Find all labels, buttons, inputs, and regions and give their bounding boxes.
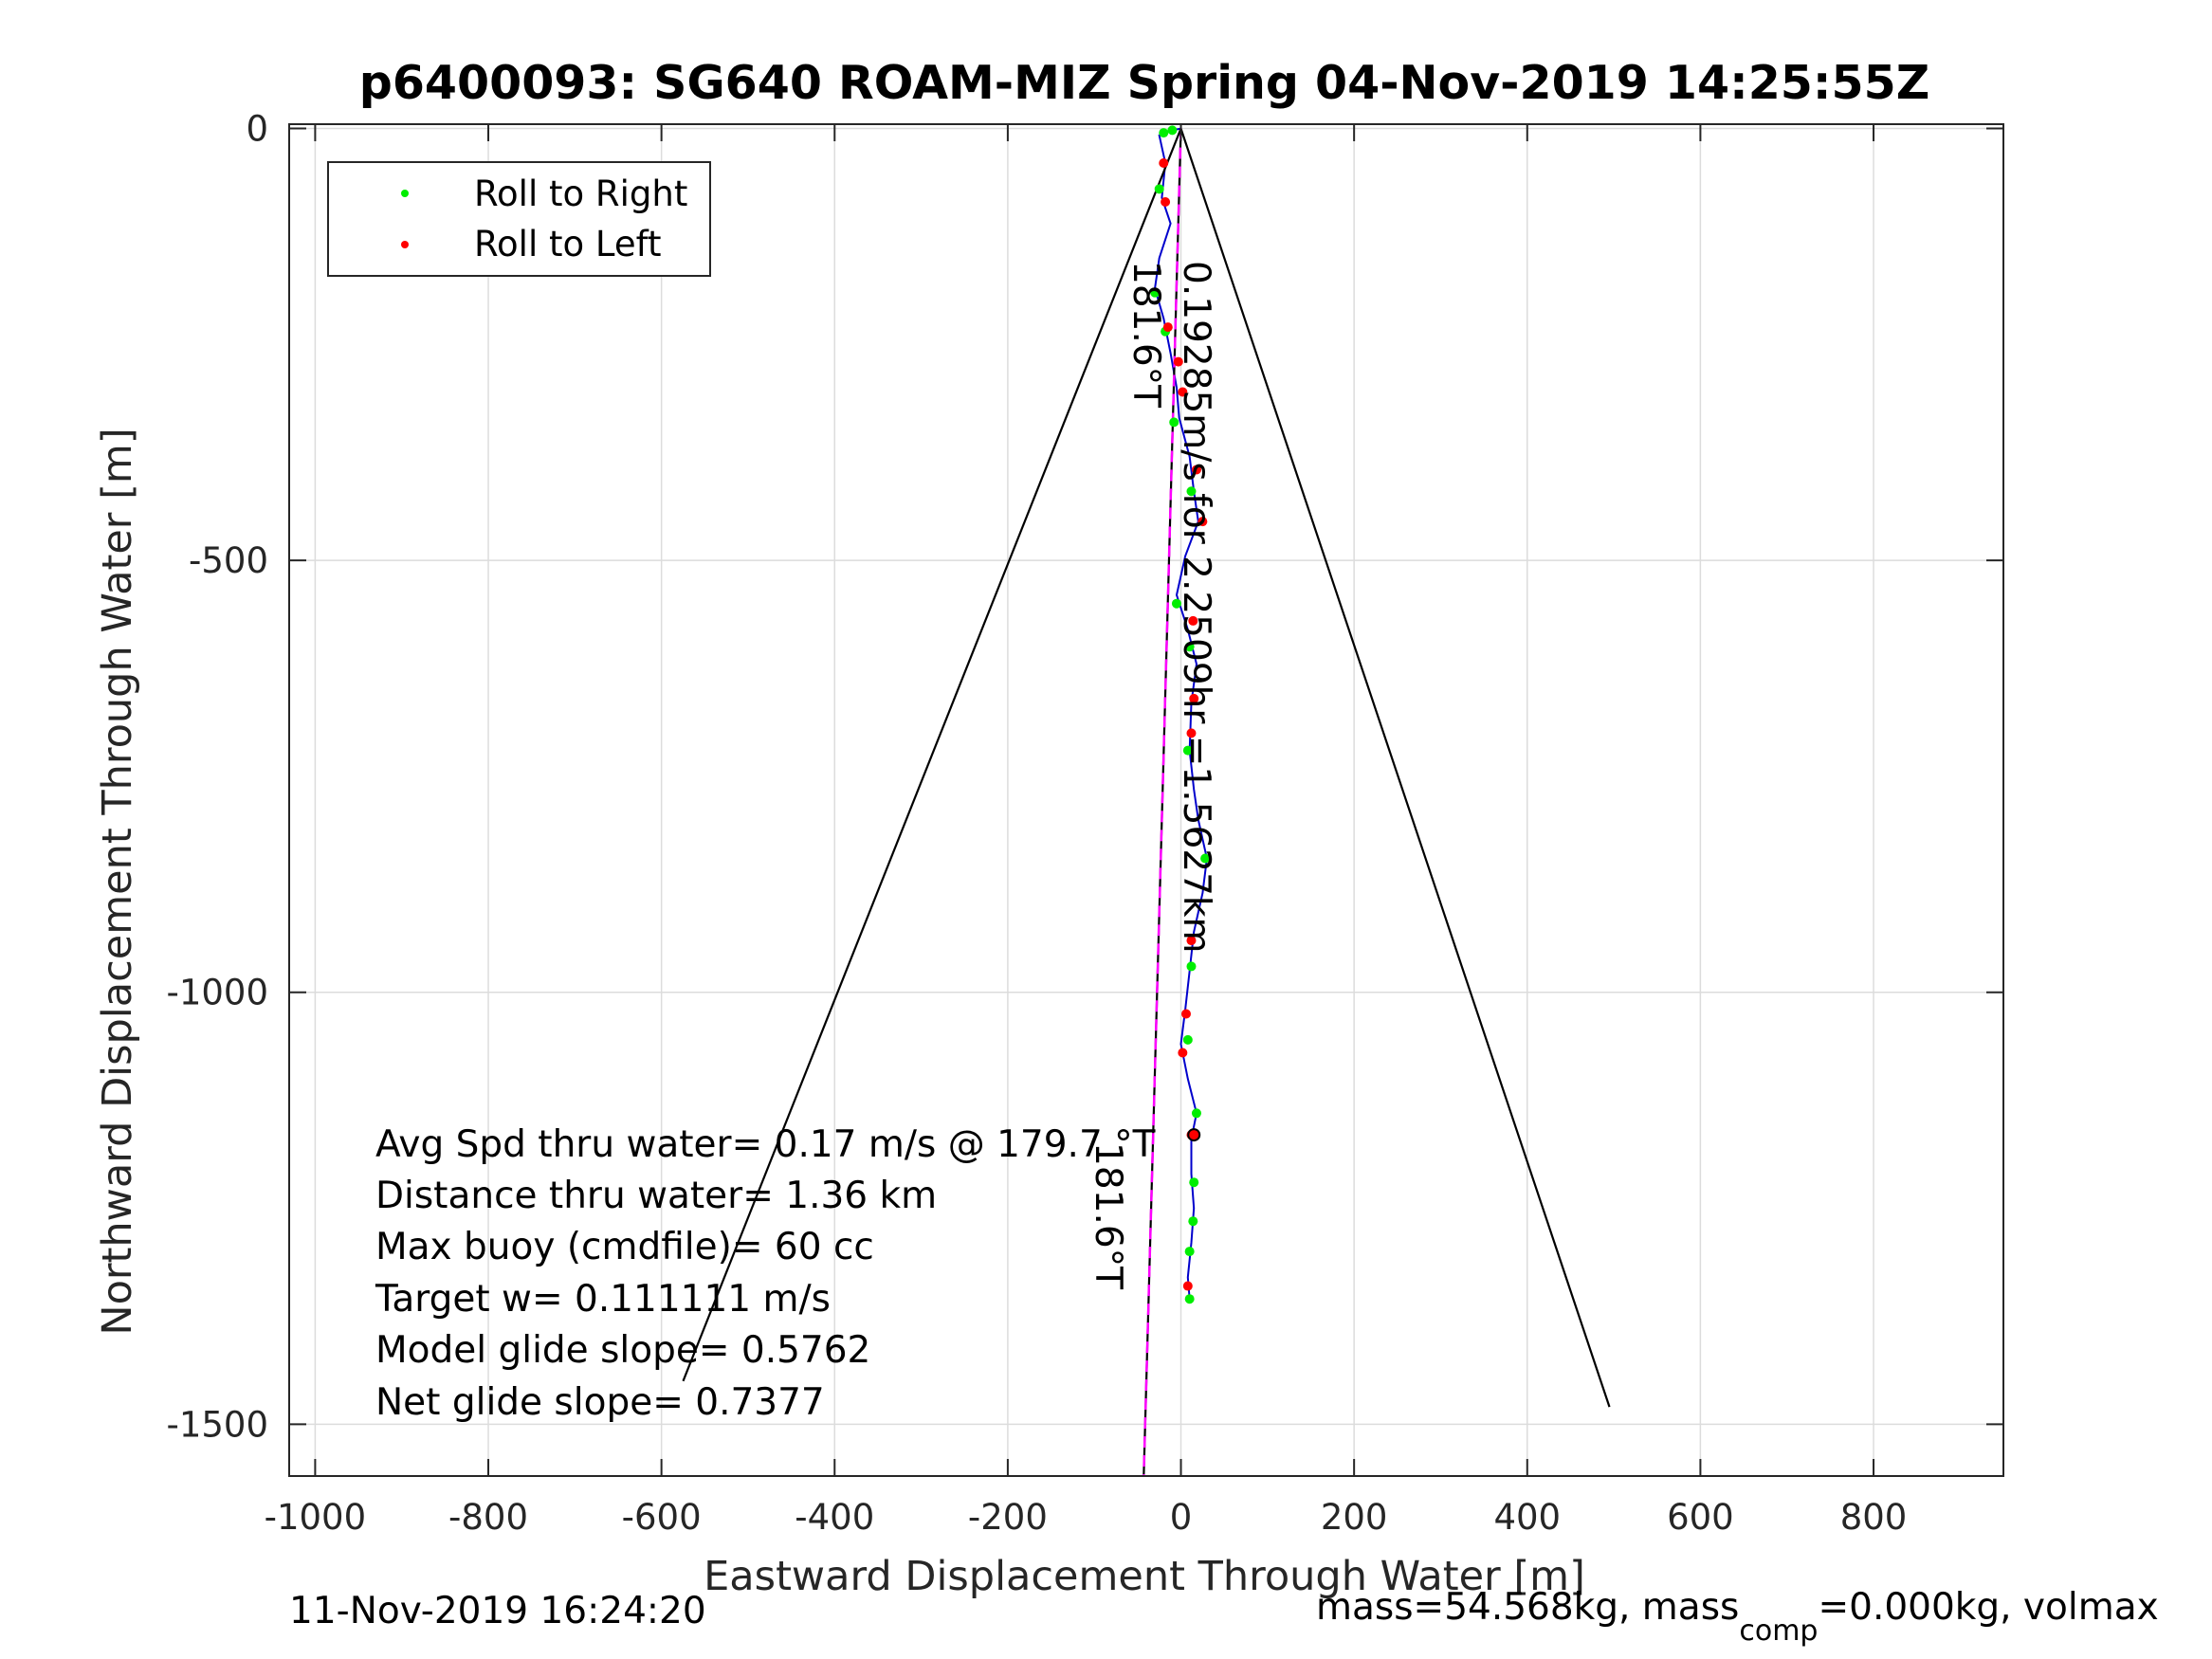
- x-tick-label: -200: [968, 1497, 1048, 1538]
- point-roll_right: [1200, 853, 1211, 864]
- plot-frame: [288, 123, 2004, 1477]
- plot-series: [682, 125, 1611, 1477]
- x-tick-label: -800: [448, 1497, 528, 1538]
- point-roll_left: [1182, 1281, 1193, 1291]
- footer-timestamp: 11-Nov-2019 16:24:20: [289, 1590, 706, 1632]
- series-line-heading_line_magenta: [1143, 128, 1182, 1477]
- y-tick-label: -1000: [166, 973, 268, 1013]
- distance-text: Distance thru water= 1.36 km: [375, 1175, 937, 1217]
- y-axis-label: Northward Displacement Through Water [m]: [94, 428, 141, 1335]
- x-tick-label: -1000: [265, 1497, 367, 1538]
- point-roll_right: [1189, 1177, 1199, 1188]
- x-tick-label: 0: [1170, 1497, 1193, 1538]
- x-tick-label: -400: [795, 1497, 874, 1538]
- point-roll_right: [1182, 745, 1193, 756]
- point-roll_right: [1150, 287, 1161, 298]
- x-tick-label: 600: [1667, 1497, 1734, 1538]
- x-tick-label: -600: [622, 1497, 702, 1538]
- point-roll_right: [1169, 417, 1179, 428]
- point-roll_left: [1186, 936, 1197, 946]
- point-roll_right: [1171, 598, 1181, 609]
- current-label: 0.19285m/s for 2.2509hr =1.5627km: [1175, 261, 1217, 953]
- x-tick-label: 400: [1493, 1497, 1561, 1538]
- end-point-marker: [1187, 1128, 1201, 1142]
- series-line-cone_left: [682, 128, 1182, 1382]
- footer-mass-prefix: mass=54.568kg, mass: [1316, 1586, 1739, 1629]
- max-buoy-text: Max buoy (cmdfile)= 60 cc: [375, 1226, 874, 1268]
- footer-mass: mass=54.568kg, masscomp=0.000kg, volmax: [1316, 1586, 2159, 1648]
- point-roll_left: [1189, 693, 1199, 703]
- point-roll_left: [1186, 728, 1197, 738]
- point-roll_right: [1186, 961, 1197, 972]
- point-roll_left: [1161, 197, 1171, 208]
- y-tick-label: -500: [189, 540, 268, 581]
- point-roll_left: [1178, 387, 1188, 397]
- point-roll_right: [1182, 1034, 1193, 1045]
- point-roll_left: [1188, 615, 1198, 626]
- y-tick-label: -1500: [166, 1404, 268, 1445]
- legend-marker-roll-right: [401, 190, 409, 197]
- point-roll_left: [1173, 356, 1183, 367]
- point-roll_left: [1159, 158, 1169, 169]
- point-roll_right: [1167, 125, 1178, 136]
- x-tick-label: 200: [1321, 1497, 1388, 1538]
- x-tick-label: 800: [1840, 1497, 1908, 1538]
- model-glide-text: Model glide slope= 0.5762: [375, 1329, 870, 1372]
- point-roll_left: [1191, 465, 1201, 475]
- footer-mass-sub: comp: [1739, 1614, 1818, 1648]
- chart-title: p6400093: SG640 ROAM-MIZ Spring 04-Nov-2…: [359, 56, 1929, 110]
- heading-label-top: 181.6°T: [1124, 261, 1167, 408]
- target-w-text: Target w= 0.111111 m/s: [375, 1278, 831, 1321]
- legend-marker-roll-left: [401, 241, 409, 248]
- avg-speed-text: Avg Spd thru water= 0.17 m/s @ 179.7 °T: [375, 1123, 1156, 1166]
- legend-box: [327, 161, 711, 277]
- series-line-cone_right: [1179, 128, 1611, 1408]
- x-axis-label: Eastward Displacement Through Water [m]: [704, 1553, 1585, 1600]
- net-glide-text: Net glide slope= 0.7377: [375, 1381, 825, 1424]
- legend: Roll to Right Roll to Left: [327, 161, 711, 277]
- point-roll_right: [1188, 1216, 1198, 1227]
- heading-label-bottom: 181.6°T: [1087, 1142, 1129, 1289]
- point-roll_left: [1181, 1009, 1192, 1019]
- point-roll_left: [1197, 517, 1208, 527]
- point-roll_right: [1184, 1247, 1195, 1257]
- y-tick-label: 0: [246, 109, 268, 150]
- point-roll_right: [1154, 184, 1164, 194]
- point-roll_right: [1184, 1294, 1195, 1304]
- legend-label-roll-left: Roll to Left: [474, 224, 662, 264]
- point-roll_right: [1159, 128, 1169, 138]
- footer-mass-suffix: =0.000kg, volmax: [1818, 1586, 2158, 1629]
- point-roll_right: [1186, 486, 1197, 497]
- legend-label-roll-right: Roll to Right: [474, 173, 687, 214]
- axes: -1000 -800 -600 -400 -200 0 200 400 600 800 0 -500 -…: [166, 109, 2004, 1538]
- point-roll_right: [1184, 642, 1195, 652]
- point-roll_left: [1178, 1048, 1188, 1058]
- point-roll_right: [1191, 1108, 1201, 1119]
- point-roll_left: [1162, 322, 1173, 333]
